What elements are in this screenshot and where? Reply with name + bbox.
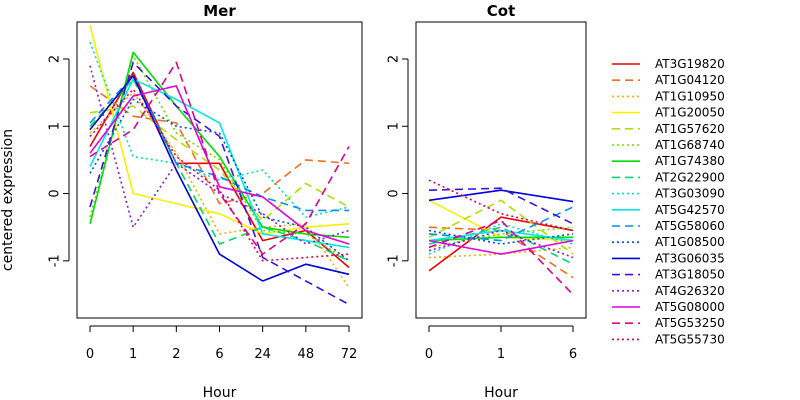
y-tick-label-mer: -1 (48, 254, 63, 267)
x-tick-label-mer: 0 (86, 347, 94, 362)
series-line-cot-at1g57620 (428, 199, 574, 255)
y-tick-label-mer: 2 (48, 55, 63, 63)
legend-label-at1g20050: AT1G20050 (655, 106, 725, 120)
series-line-cot-at3g03090 (428, 223, 574, 255)
legend-label-at5g08000: AT5G08000 (655, 300, 725, 314)
panel-title-mer: Mer (203, 2, 236, 20)
legend-label-at4g26320: AT4G26320 (655, 284, 725, 298)
panel-title-cot: Cot (487, 2, 515, 20)
series-line-cot-at5g08000 (428, 239, 574, 255)
series-line-mer-at4g26320 (89, 65, 350, 245)
series-line-mer-at5g58060 (89, 75, 349, 212)
legend-label-at3g03090: AT3G03090 (655, 187, 725, 201)
y-tick-label-mer: 1 (48, 122, 63, 130)
series-line-cot-at1g68740 (428, 226, 574, 249)
series-line-cot-at3g06035 (428, 189, 574, 203)
legend-label-at2g22900: AT2G22900 (655, 170, 725, 184)
series-line-mer-at1g57620 (89, 105, 350, 222)
plot-frame-cot (415, 21, 587, 319)
legend-label-at3g18050: AT3G18050 (655, 268, 725, 282)
series-line-cot-at2g22900 (428, 226, 574, 265)
y-tick-label-cot: 1 (387, 122, 402, 130)
y-tick-label-mer: 0 (48, 189, 63, 197)
x-tick-label-cot: 1 (497, 347, 505, 362)
x-axis-label-cot: Hour (484, 385, 518, 400)
series-line-mer-at3g18050 (89, 61, 350, 306)
y-axis-label: centered expression (0, 129, 16, 271)
x-tick-label-cot: 0 (425, 347, 433, 362)
series-line-cot-at1g10950 (428, 246, 574, 259)
x-tick-label-mer: 24 (254, 347, 271, 362)
series-line-cot-at5g58060 (428, 206, 574, 242)
series-line-cot-at3g18050 (428, 187, 574, 225)
series-line-cot-at3g19820 (428, 216, 574, 272)
series-line-cot-at1g08500 (428, 229, 574, 245)
legend-label-at5g42570: AT5G42570 (655, 203, 725, 217)
series-line-mer-at5g53250 (89, 61, 350, 255)
series-line-cot-at4g26320 (428, 229, 574, 259)
series-line-mer-at1g74380 (89, 51, 350, 239)
panel-cot: Cot 0 1 6 Hour -1 0 1 2 (387, 2, 587, 400)
legend-label-at5g55730: AT5G55730 (655, 332, 725, 346)
series-line-mer-at1g08500 (89, 98, 350, 262)
x-tick-label-mer: 1 (129, 347, 137, 362)
series-line-mer-at1g04120 (89, 85, 350, 205)
legend-label-at3g19820: AT3G19820 (655, 57, 725, 71)
legend-label-at1g10950: AT1G10950 (655, 89, 725, 103)
series-line-mer-at3g03090 (89, 41, 350, 218)
legend: AT3G19820 AT1G04120 AT1G10950 AT1G20050 AT1G… (612, 57, 725, 346)
series-line-mer-at3g06035 (89, 75, 350, 282)
legend-label-at1g57620: AT1G57620 (655, 122, 725, 136)
series-line-mer-at5g08000 (89, 85, 350, 245)
series-line-mer-at1g20050 (89, 25, 350, 235)
legend-label-at5g58060: AT5G58060 (655, 219, 725, 233)
x-axis-label-mer: Hour (203, 385, 237, 400)
x-tick-label-mer: 72 (341, 347, 358, 362)
x-tick-label-cot: 6 (569, 347, 577, 362)
series-line-mer-at5g42570 (89, 78, 350, 249)
legend-label-at1g68740: AT1G68740 (655, 138, 725, 152)
x-tick-label-mer: 2 (172, 347, 180, 362)
panel-mer: Mer 0 1 2 6 24 48 72 Hour -1 0 1 2 (48, 2, 363, 400)
series-line-cot-at5g53250 (428, 219, 574, 296)
y-tick-label-cot: -1 (387, 254, 402, 267)
series-line-cot-at5g55730 (428, 179, 574, 232)
legend-label-at1g74380: AT1G74380 (655, 154, 725, 168)
series-line-mer-at1g10950 (89, 91, 350, 289)
legend-label-at1g08500: AT1G08500 (655, 235, 725, 249)
legend-label-at5g53250: AT5G53250 (655, 316, 725, 330)
y-tick-label-cot: 0 (387, 189, 402, 197)
legend-label-at1g04120: AT1G04120 (655, 73, 725, 87)
x-tick-label-mer: 48 (298, 347, 315, 362)
series-line-mer-at1g68740 (89, 54, 350, 262)
x-tick-label-mer: 6 (215, 347, 223, 362)
y-tick-label-cot: 2 (387, 55, 402, 63)
legend-label-at3g06035: AT3G06035 (655, 251, 725, 265)
plot-frame-mer (76, 21, 363, 319)
